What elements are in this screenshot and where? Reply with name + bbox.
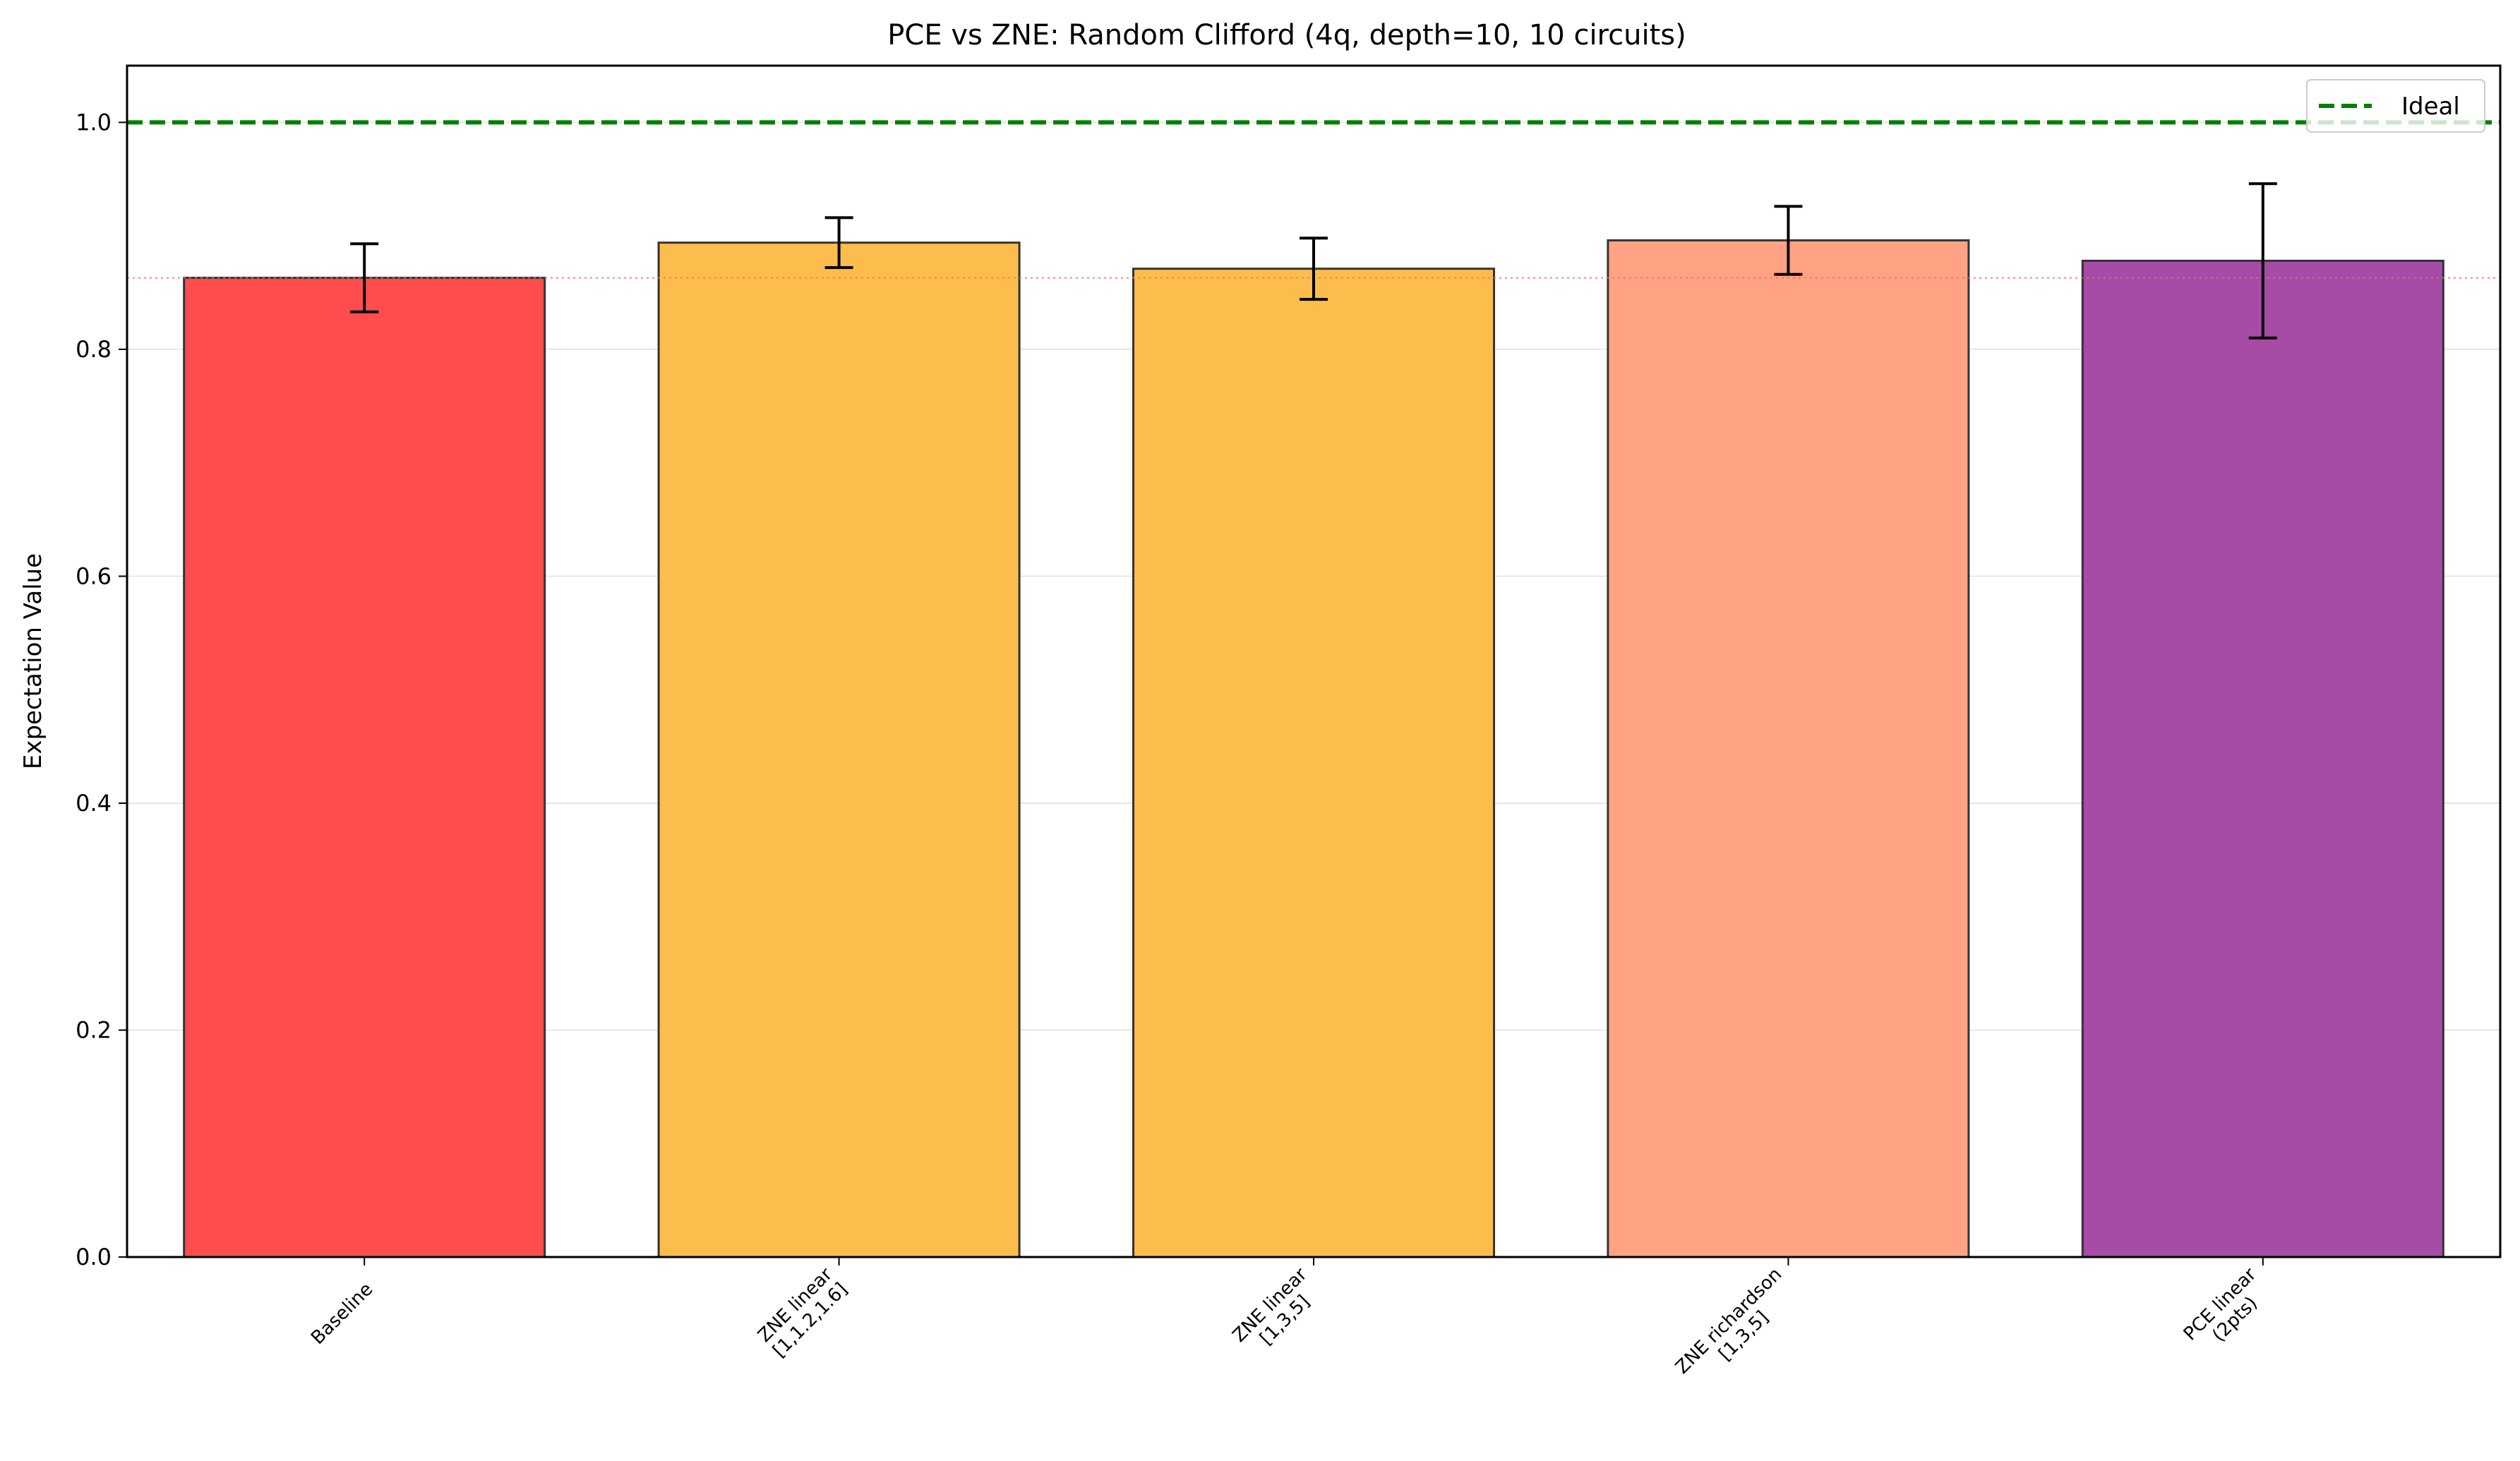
y-tick-label: 0.0 xyxy=(76,1244,112,1270)
bar xyxy=(1132,267,1496,1258)
y-tick-label: 0.2 xyxy=(76,1016,112,1043)
bar xyxy=(183,277,546,1258)
y-axis: 0.0 0.2 0.4 0.6 0.8 1.0 xyxy=(76,109,127,1270)
bars-layer xyxy=(183,239,2444,1258)
chart-title: PCE vs ZNE: Random Clifford (4q, depth=1… xyxy=(887,19,1686,52)
legend: Ideal xyxy=(2306,79,2485,133)
y-axis-title: Expectation Value xyxy=(19,553,47,769)
legend-box xyxy=(2306,79,2485,133)
y-tick-label: 1.0 xyxy=(76,109,112,136)
error-bars xyxy=(350,182,2277,339)
y-tick-label: 0.8 xyxy=(76,336,112,363)
bar xyxy=(2081,260,2444,1258)
bar xyxy=(1607,239,1970,1258)
legend-label-ideal: Ideal xyxy=(2401,92,2460,121)
bar xyxy=(657,241,1021,1258)
y-tick-label: 0.6 xyxy=(76,563,112,589)
y-tick-label: 0.4 xyxy=(76,790,112,817)
